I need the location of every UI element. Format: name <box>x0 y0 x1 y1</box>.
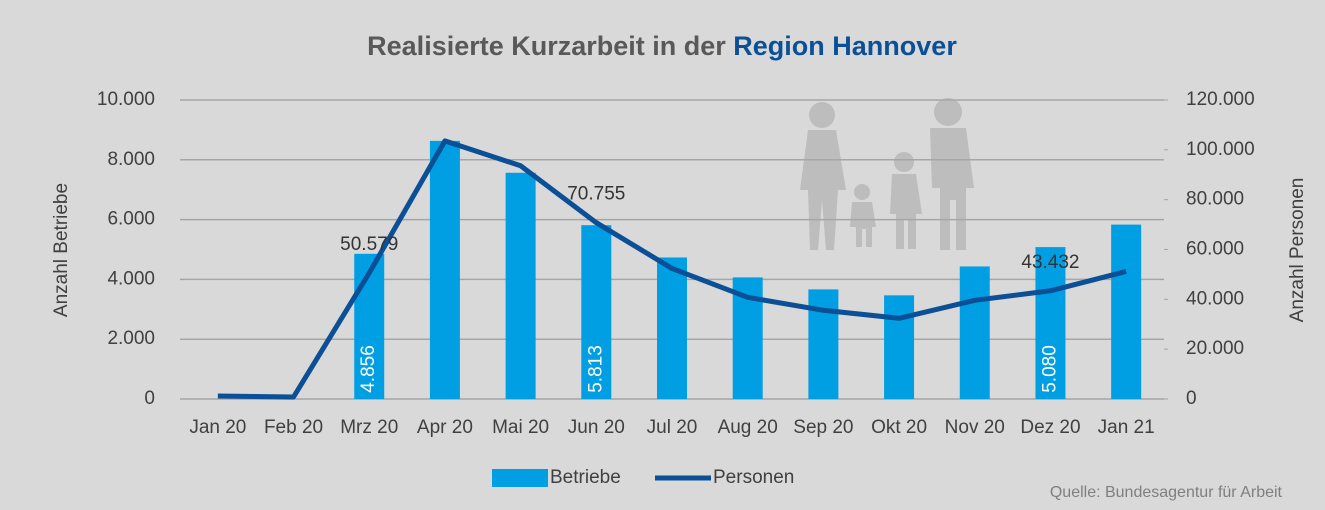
bar-value-label: 5.813 <box>585 345 606 393</box>
y2-tick-label: 60.000 <box>1186 239 1244 260</box>
bar <box>1035 247 1066 399</box>
y2-tick-label: 0 <box>1186 388 1197 409</box>
y2-axis-label: Anzahl Personen <box>1287 178 1308 323</box>
bar <box>959 266 990 399</box>
title-main: Realisierte Kurzarbeit in der <box>367 31 726 61</box>
legend-swatch <box>492 469 548 487</box>
chart-title: Realisierte Kurzarbeit in der Region Han… <box>367 31 957 61</box>
x-tick-label: Dez 20 <box>1020 417 1080 438</box>
line-value-label: 50.579 <box>340 234 398 255</box>
x-tick-label: Jun 20 <box>568 417 625 438</box>
y2-tick-label: 80.000 <box>1186 189 1244 210</box>
line-value-label: 43.432 <box>1021 252 1079 273</box>
line <box>217 138 1127 400</box>
bar <box>354 253 385 399</box>
x-tick-label: Jan 21 <box>1098 417 1155 438</box>
y-tick-label: 6.000 <box>107 209 155 230</box>
bar <box>657 257 687 399</box>
x-tick-label: Sep 20 <box>793 417 853 438</box>
x-tick-label: Okt 20 <box>871 417 927 438</box>
x-tick-label: Feb 20 <box>264 417 323 438</box>
x-tick-label: Nov 20 <box>945 417 1005 438</box>
legend-label: Betriebe <box>550 467 621 488</box>
legend-label: Personen <box>713 467 794 488</box>
title-highlight: Region Hannover <box>733 31 957 61</box>
x-tick-label: Jan 20 <box>189 417 246 438</box>
x-tick-label: Jul 20 <box>647 417 698 438</box>
bar <box>808 289 839 399</box>
x-tick-label: Apr 20 <box>417 417 473 438</box>
bar <box>884 295 915 399</box>
source: Quelle: Bundesagentur für Arbeit <box>1050 484 1283 501</box>
bar <box>1111 224 1142 399</box>
y-tick-label: 10.000 <box>97 89 155 110</box>
y2-tick-label: 40.000 <box>1186 288 1244 309</box>
x-tick-label: Mrz 20 <box>340 417 398 438</box>
y-tick-label: 2.000 <box>107 328 155 349</box>
y-tick-label: 4.000 <box>107 268 155 289</box>
x-tick-label: Aug 20 <box>718 417 778 438</box>
y2-tick-label: 120.000 <box>1186 89 1255 110</box>
y-tick-label: 8.000 <box>107 149 155 170</box>
y2-tick-label: 20.000 <box>1186 338 1244 359</box>
bar-value-label: 4.856 <box>358 345 379 393</box>
bar <box>581 225 612 399</box>
line-value-label: 70.755 <box>567 184 625 205</box>
bar <box>505 172 536 399</box>
bar-value-label: 5.080 <box>1039 345 1060 393</box>
y-tick-label: 0 <box>144 388 155 409</box>
y2-tick-label: 100.000 <box>1186 139 1255 160</box>
y-axis-label: Anzahl Betriebe <box>51 183 72 317</box>
bar <box>429 140 460 400</box>
x-tick-label: Mai 20 <box>492 417 549 438</box>
